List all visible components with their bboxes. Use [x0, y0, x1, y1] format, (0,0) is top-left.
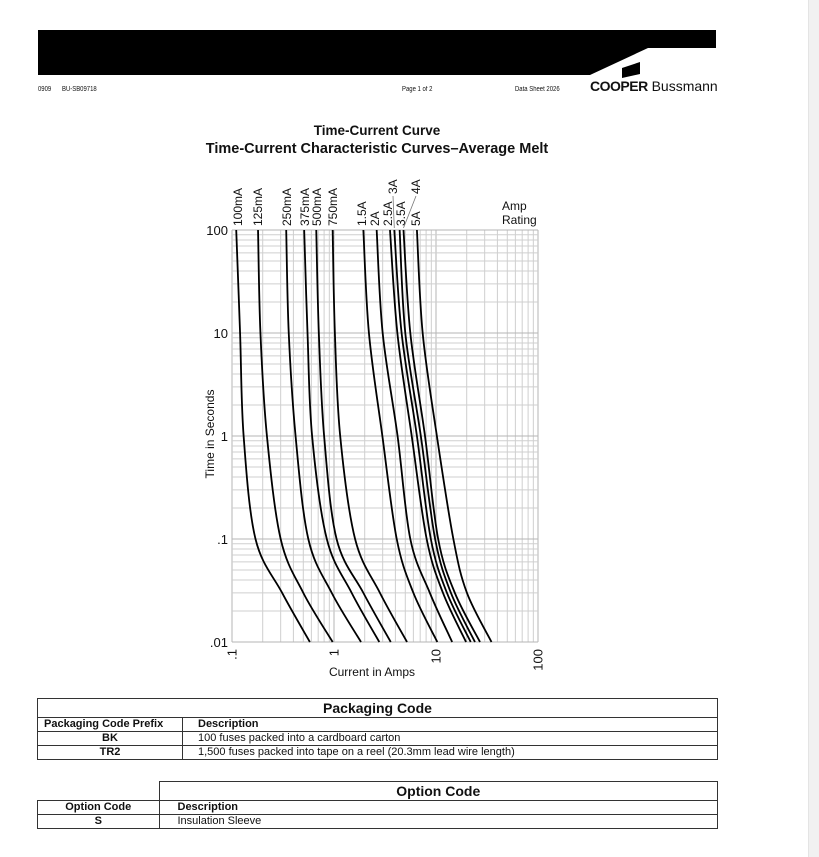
chart-title: Time-Current Curve	[313, 123, 441, 138]
logo-flag	[622, 62, 640, 78]
curve-4A	[402, 229, 481, 643]
curve-label-4A: 4A	[409, 179, 423, 194]
option-header-code: Option Code	[37, 800, 160, 815]
sheet-label: Data Sheet 2026	[515, 86, 560, 93]
y-tick-label: .01	[210, 635, 228, 650]
legend-title-line2: Rating	[502, 213, 537, 227]
packaging-code-table: Packaging Code Packaging Code Prefix Des…	[37, 698, 718, 760]
x-tick-label: 1	[327, 649, 342, 656]
curve-750mA	[331, 229, 408, 643]
option-code-table: Option Code Option Code Description S In…	[37, 781, 718, 829]
x-axis-label: Current in Amps	[329, 665, 415, 679]
doc-number: BU-SB09718	[62, 86, 97, 93]
curve-label-750mA: 750mA	[326, 188, 340, 226]
y-tick-label: 100	[206, 223, 228, 238]
curve-3.5A	[398, 229, 476, 643]
curve-2A	[375, 229, 453, 643]
curve-3A	[393, 229, 472, 643]
table-row: BK 100 fuses packed into a cardboard car…	[37, 731, 718, 746]
x-tick-label: 10	[429, 649, 444, 663]
y-tick-label: .1	[217, 532, 228, 547]
chart-subtitle: Time-Current Characteristic Curves–Avera…	[205, 141, 549, 157]
curve-375mA	[303, 229, 381, 643]
option-description: Insulation Sleeve	[158, 814, 718, 829]
y-axis-label: Time in Seconds	[203, 390, 217, 479]
packaging-description: 1,500 fuses packed into tape on a reel (…	[182, 745, 718, 760]
scrollbar[interactable]	[808, 0, 819, 857]
curve-2.5A	[389, 229, 467, 643]
curve-125mA	[257, 229, 334, 643]
curve-label-375mA: 375mA	[298, 188, 312, 226]
packaging-table-title: Packaging Code	[37, 698, 718, 718]
packaging-description: 100 fuses packed into a cardboard carton	[182, 731, 718, 746]
x-tick-label: 100	[531, 649, 546, 671]
header-banner	[38, 30, 716, 78]
option-code: S	[37, 814, 160, 829]
curve-label-250mA: 250mA	[280, 188, 294, 226]
packaging-code: BK	[37, 731, 183, 746]
doc-code: 0909	[38, 86, 52, 93]
brand-logo: COOPER Bussmann	[590, 78, 718, 94]
y-tick-label: 10	[214, 326, 228, 341]
packaging-header-description: Description	[182, 717, 718, 732]
curve-500mA	[315, 229, 392, 643]
label-leader-line	[392, 195, 395, 229]
legend-title-line1: Amp	[502, 199, 527, 213]
curve-1.5A	[362, 229, 439, 643]
curve-5A	[416, 229, 493, 643]
table-row: TR2 1,500 fuses packed into tape on a re…	[37, 745, 718, 760]
option-header-description: Description	[158, 800, 718, 815]
curve-label-1.5A: 1.5A	[355, 201, 369, 226]
curve-100mA	[235, 229, 311, 643]
y-tick-label: 1	[221, 429, 228, 444]
curve-label-2A: 2A	[368, 211, 382, 226]
option-table-title: Option Code	[158, 781, 718, 801]
packaging-code: TR2	[37, 745, 183, 760]
label-leader-line	[403, 195, 417, 229]
curve-label-3A: 3A	[386, 179, 400, 194]
curve-label-5A: 5A	[409, 211, 423, 226]
x-tick-label: .1	[225, 649, 240, 660]
table-row: S Insulation Sleeve	[37, 814, 718, 829]
page-number: Page 1 of 2	[402, 86, 433, 93]
curve-label-500mA: 500mA	[310, 188, 324, 226]
curve-label-125mA: 125mA	[251, 188, 265, 226]
curve-250mA	[285, 229, 362, 643]
option-table-corner	[37, 781, 160, 801]
packaging-header-prefix: Packaging Code Prefix	[37, 717, 183, 732]
curve-label-100mA: 100mA	[231, 188, 245, 226]
curve-label-3.5A: 3.5A	[394, 201, 408, 226]
curve-label-2.5A: 2.5A	[381, 201, 395, 226]
